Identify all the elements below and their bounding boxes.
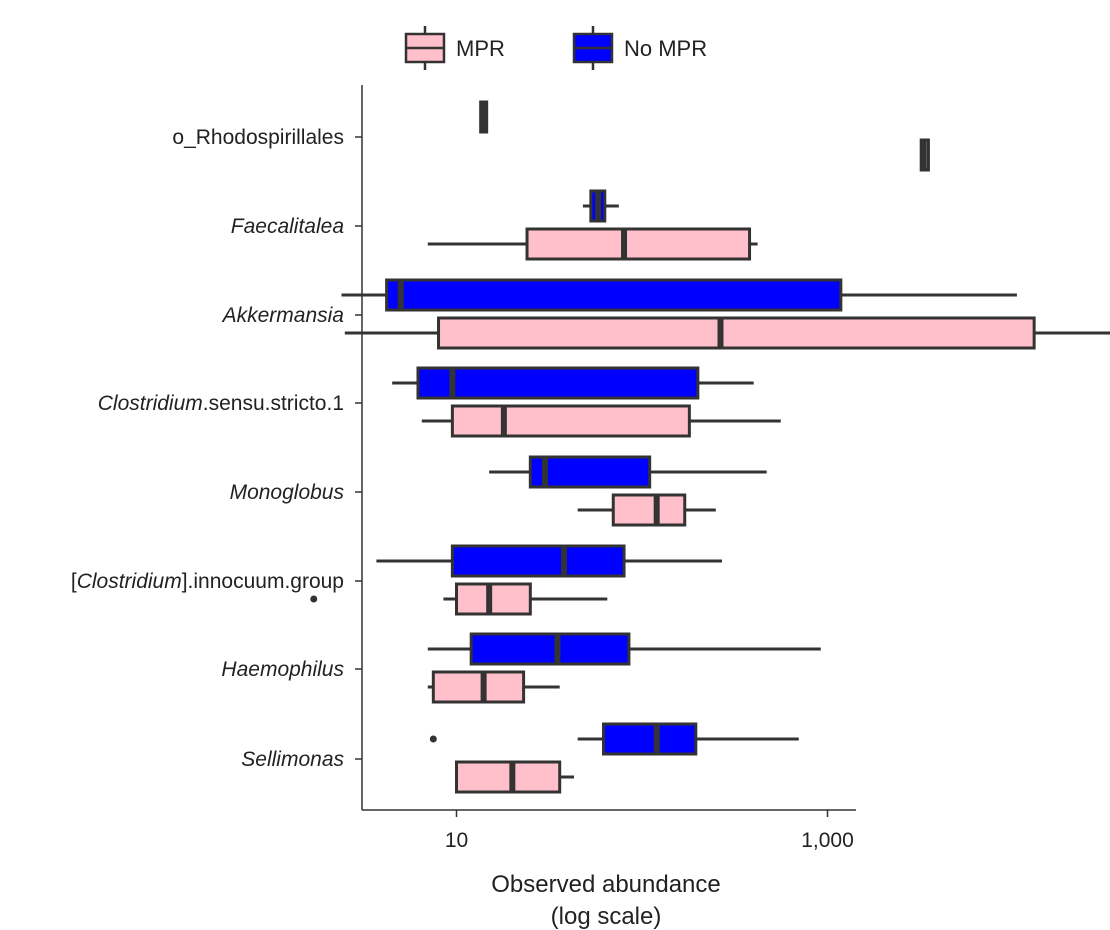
- legend-item-no-mpr: No MPR: [572, 26, 707, 70]
- category-label: Akkermansia: [221, 304, 344, 327]
- box-elements: [310, 100, 1110, 794]
- box-mpr: [427, 227, 758, 261]
- category-label: [Clostridium].innocuum.group: [71, 570, 344, 593]
- box-mpr: [421, 404, 781, 438]
- x-ticks: 101,000100,000: [445, 810, 854, 852]
- category-label: Clostridium.sensu.stricto.1: [98, 392, 344, 415]
- legend-label: MPR: [456, 36, 505, 61]
- box-mpr: [455, 760, 575, 794]
- category-label: Monoglobus: [230, 481, 345, 504]
- legend: MPR No MPR: [404, 26, 707, 70]
- box-iqr: [455, 760, 562, 794]
- box-no-mpr: [376, 544, 723, 578]
- x-tick-label: 1,000: [801, 829, 854, 852]
- category-label: Faecalitalea: [231, 215, 344, 238]
- plot-axes: [355, 85, 856, 811]
- x-axis-title: Observed abundance: [491, 871, 721, 898]
- x-tick-label: 10: [445, 829, 468, 852]
- box-iqr: [385, 278, 843, 312]
- box-iqr: [455, 582, 532, 616]
- box-mpr: [427, 670, 560, 704]
- box-no-mpr: [341, 278, 1017, 312]
- box-no-mpr: [479, 100, 489, 134]
- outlier-point: [310, 595, 318, 603]
- box-iqr: [528, 455, 652, 489]
- category-label: Sellimonas: [241, 748, 344, 771]
- box-iqr: [416, 366, 700, 400]
- box-iqr: [469, 632, 631, 666]
- box-iqr: [450, 544, 626, 578]
- box-no-mpr: [429, 722, 799, 756]
- box-iqr: [437, 316, 1036, 350]
- box-no-mpr: [392, 366, 754, 400]
- box-no-mpr: [582, 189, 619, 223]
- box-iqr: [611, 493, 687, 527]
- outlier-point: [429, 735, 437, 743]
- x-axis-subtitle: (log scale): [551, 903, 662, 930]
- box-no-mpr: [427, 632, 821, 666]
- box-iqr: [525, 227, 752, 261]
- legend-item-mpr: MPR: [404, 26, 505, 70]
- box-no-mpr: [489, 455, 767, 489]
- legend-label: No MPR: [624, 36, 707, 61]
- category-label: Haemophilus: [221, 658, 344, 681]
- box-iqr: [450, 404, 691, 438]
- box-mpr: [344, 316, 1110, 350]
- box-iqr: [431, 670, 526, 704]
- box-iqr: [601, 722, 698, 756]
- box-mpr: [577, 493, 716, 527]
- box-mpr: [919, 138, 930, 172]
- box-mpr: [310, 582, 608, 616]
- category-label: o_Rhodospirillales: [172, 126, 344, 149]
- category-labels: o_Rhodospirillales Faecalitalea Akkermansi…: [71, 126, 345, 771]
